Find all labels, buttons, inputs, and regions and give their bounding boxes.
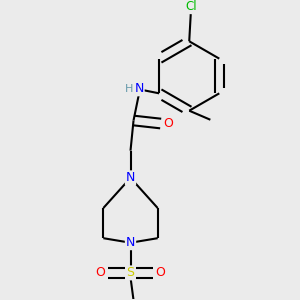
Text: O: O (156, 266, 166, 279)
Text: Cl: Cl (185, 0, 197, 13)
Text: N: N (134, 82, 144, 95)
Text: S: S (127, 266, 134, 279)
Text: N: N (126, 171, 135, 184)
Text: O: O (95, 266, 105, 279)
Text: O: O (163, 117, 173, 130)
Text: N: N (126, 236, 135, 249)
Text: H: H (125, 84, 133, 94)
